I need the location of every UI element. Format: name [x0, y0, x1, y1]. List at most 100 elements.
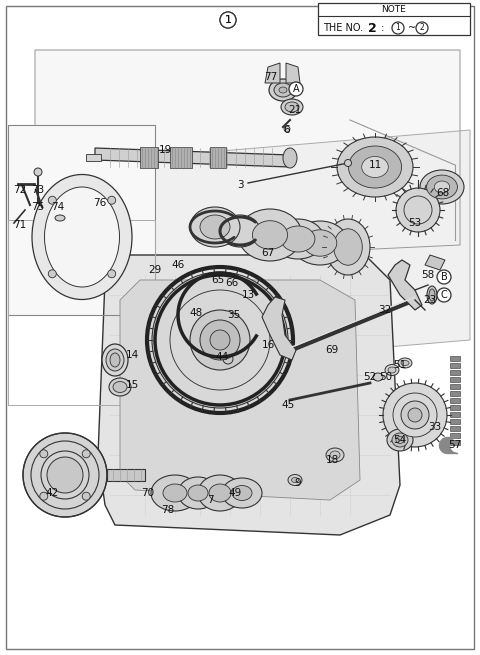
Text: 33: 33 — [428, 422, 442, 432]
Circle shape — [401, 401, 429, 429]
Ellipse shape — [427, 175, 457, 199]
Circle shape — [40, 492, 48, 500]
Text: ~: ~ — [408, 23, 416, 33]
Circle shape — [220, 12, 236, 28]
Circle shape — [345, 160, 351, 166]
Text: 67: 67 — [262, 248, 275, 258]
Text: 48: 48 — [190, 308, 203, 318]
Text: 54: 54 — [394, 435, 407, 445]
Polygon shape — [107, 469, 145, 481]
Circle shape — [404, 196, 432, 224]
Bar — [450, 398, 460, 403]
Text: 7: 7 — [207, 495, 213, 505]
Circle shape — [108, 196, 116, 204]
Ellipse shape — [109, 378, 131, 396]
Text: NOTE: NOTE — [382, 5, 407, 14]
Polygon shape — [98, 255, 400, 535]
Text: 19: 19 — [158, 145, 172, 155]
Text: 14: 14 — [125, 350, 139, 360]
Text: THE NO.: THE NO. — [323, 23, 366, 33]
Ellipse shape — [238, 209, 302, 261]
Text: 66: 66 — [226, 278, 239, 288]
Bar — [450, 363, 460, 368]
Bar — [450, 391, 460, 396]
Ellipse shape — [222, 478, 262, 508]
Ellipse shape — [392, 433, 408, 447]
Ellipse shape — [106, 349, 124, 371]
Text: 70: 70 — [142, 488, 155, 498]
Bar — [318, 3, 470, 35]
Circle shape — [393, 393, 437, 437]
Circle shape — [383, 383, 447, 447]
Bar — [450, 440, 460, 445]
Bar — [140, 147, 158, 168]
Text: 51: 51 — [394, 360, 407, 370]
Bar — [170, 147, 192, 168]
Text: 9: 9 — [295, 478, 301, 488]
Circle shape — [392, 22, 404, 34]
Circle shape — [284, 126, 290, 132]
Text: 1: 1 — [225, 15, 231, 25]
Ellipse shape — [178, 477, 218, 509]
Polygon shape — [286, 63, 300, 83]
Ellipse shape — [232, 485, 252, 500]
Text: 2: 2 — [420, 24, 424, 33]
Circle shape — [48, 270, 56, 278]
Ellipse shape — [385, 364, 399, 375]
Ellipse shape — [283, 148, 297, 168]
Ellipse shape — [209, 484, 231, 502]
Ellipse shape — [113, 381, 127, 392]
Polygon shape — [115, 130, 470, 370]
Circle shape — [170, 290, 270, 390]
Text: 78: 78 — [161, 505, 175, 515]
Ellipse shape — [272, 219, 324, 259]
Circle shape — [34, 168, 42, 176]
Ellipse shape — [163, 484, 187, 502]
Text: B: B — [441, 272, 447, 282]
Ellipse shape — [396, 436, 404, 443]
Ellipse shape — [32, 174, 132, 299]
Ellipse shape — [420, 170, 464, 204]
Text: C: C — [441, 290, 447, 300]
Ellipse shape — [281, 226, 315, 252]
Ellipse shape — [373, 373, 383, 381]
Text: 35: 35 — [228, 310, 240, 320]
Text: 23: 23 — [423, 295, 437, 305]
Ellipse shape — [427, 286, 437, 304]
Circle shape — [48, 196, 56, 204]
Ellipse shape — [401, 360, 409, 365]
Bar — [450, 419, 460, 424]
Ellipse shape — [334, 229, 362, 265]
Ellipse shape — [279, 87, 287, 93]
Text: 72: 72 — [13, 185, 26, 195]
Bar — [450, 412, 460, 417]
Polygon shape — [262, 297, 296, 360]
Polygon shape — [388, 260, 422, 310]
Text: 16: 16 — [262, 340, 275, 350]
Text: 29: 29 — [148, 265, 162, 275]
Text: :: : — [378, 23, 387, 33]
Bar — [450, 426, 460, 431]
Ellipse shape — [337, 137, 413, 197]
Text: 2: 2 — [368, 22, 377, 35]
Ellipse shape — [269, 79, 297, 101]
Bar — [450, 433, 460, 438]
Text: 3: 3 — [237, 180, 243, 190]
Ellipse shape — [434, 181, 450, 193]
Text: 50: 50 — [379, 372, 393, 382]
Text: 49: 49 — [228, 488, 241, 498]
Circle shape — [437, 270, 451, 284]
Ellipse shape — [200, 215, 230, 239]
Ellipse shape — [348, 146, 402, 188]
Ellipse shape — [252, 221, 288, 250]
Text: 46: 46 — [171, 260, 185, 270]
Circle shape — [82, 492, 90, 500]
Ellipse shape — [388, 367, 396, 373]
Bar — [450, 405, 460, 410]
Circle shape — [47, 457, 83, 493]
Text: 76: 76 — [94, 198, 107, 208]
Ellipse shape — [45, 187, 120, 287]
Ellipse shape — [102, 344, 128, 376]
Circle shape — [82, 450, 90, 458]
Text: 6: 6 — [284, 125, 290, 135]
